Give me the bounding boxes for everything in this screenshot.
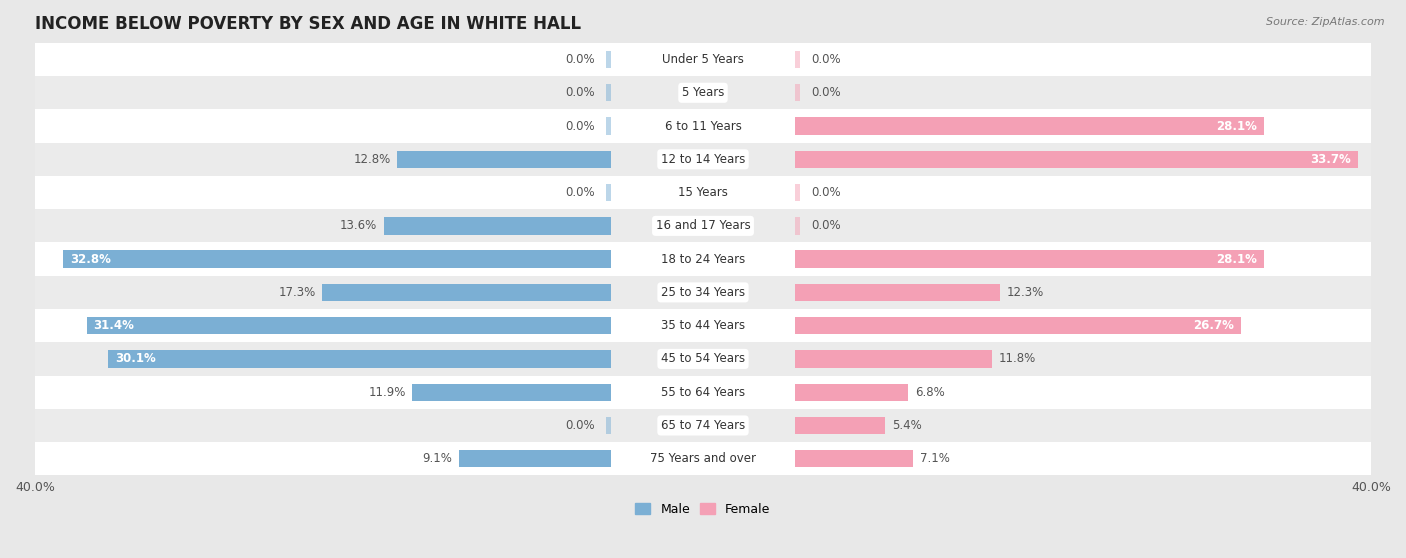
Bar [794, 317, 1240, 334]
Bar [606, 417, 612, 434]
Text: 11.8%: 11.8% [998, 353, 1036, 365]
Text: 0.0%: 0.0% [565, 186, 595, 199]
Text: 0.0%: 0.0% [811, 53, 841, 66]
Bar [794, 350, 993, 368]
Text: 12 to 14 Years: 12 to 14 Years [661, 153, 745, 166]
Text: 75 Years and over: 75 Years and over [650, 452, 756, 465]
Text: 28.1%: 28.1% [1216, 253, 1257, 266]
Bar [606, 51, 612, 68]
Text: 18 to 24 Years: 18 to 24 Years [661, 253, 745, 266]
Bar [794, 51, 800, 68]
Bar [412, 383, 612, 401]
Bar [35, 209, 1371, 243]
Text: 16 and 17 Years: 16 and 17 Years [655, 219, 751, 232]
Text: 7.1%: 7.1% [920, 452, 950, 465]
Text: 12.8%: 12.8% [353, 153, 391, 166]
Text: 0.0%: 0.0% [565, 119, 595, 133]
Bar [794, 251, 1264, 268]
Text: 25 to 34 Years: 25 to 34 Years [661, 286, 745, 299]
Bar [384, 217, 612, 234]
Bar [35, 276, 1371, 309]
Text: 15 Years: 15 Years [678, 186, 728, 199]
Text: 9.1%: 9.1% [423, 452, 453, 465]
Bar [794, 184, 800, 201]
Bar [63, 251, 612, 268]
Bar [794, 450, 914, 468]
Text: 11.9%: 11.9% [368, 386, 406, 399]
Text: Under 5 Years: Under 5 Years [662, 53, 744, 66]
Bar [794, 117, 1264, 134]
Legend: Male, Female: Male, Female [630, 498, 776, 521]
Bar [35, 243, 1371, 276]
Bar [606, 84, 612, 102]
Bar [35, 376, 1371, 409]
Text: 31.4%: 31.4% [93, 319, 134, 332]
Bar [794, 217, 800, 234]
Text: 12.3%: 12.3% [1007, 286, 1045, 299]
Bar [35, 76, 1371, 109]
Bar [35, 109, 1371, 143]
Text: 55 to 64 Years: 55 to 64 Years [661, 386, 745, 399]
Text: 0.0%: 0.0% [565, 53, 595, 66]
Bar [794, 383, 908, 401]
Text: 5 Years: 5 Years [682, 86, 724, 99]
Bar [398, 151, 612, 168]
Text: INCOME BELOW POVERTY BY SEX AND AGE IN WHITE HALL: INCOME BELOW POVERTY BY SEX AND AGE IN W… [35, 15, 581, 33]
Text: 13.6%: 13.6% [340, 219, 377, 232]
Text: 33.7%: 33.7% [1310, 153, 1351, 166]
Text: 17.3%: 17.3% [278, 286, 315, 299]
Text: 0.0%: 0.0% [811, 186, 841, 199]
Bar [606, 117, 612, 134]
Bar [35, 309, 1371, 342]
Text: 32.8%: 32.8% [70, 253, 111, 266]
Bar [35, 176, 1371, 209]
Text: Source: ZipAtlas.com: Source: ZipAtlas.com [1267, 17, 1385, 27]
Bar [606, 184, 612, 201]
Text: 0.0%: 0.0% [811, 86, 841, 99]
Bar [87, 317, 612, 334]
Bar [35, 409, 1371, 442]
Text: 26.7%: 26.7% [1194, 319, 1234, 332]
Text: 65 to 74 Years: 65 to 74 Years [661, 419, 745, 432]
Bar [794, 417, 884, 434]
Text: 45 to 54 Years: 45 to 54 Years [661, 353, 745, 365]
Bar [35, 143, 1371, 176]
Text: 6.8%: 6.8% [915, 386, 945, 399]
Text: 6 to 11 Years: 6 to 11 Years [665, 119, 741, 133]
Text: 5.4%: 5.4% [891, 419, 921, 432]
Bar [35, 442, 1371, 475]
Bar [108, 350, 612, 368]
Bar [322, 284, 612, 301]
Text: 28.1%: 28.1% [1216, 119, 1257, 133]
Bar [460, 450, 612, 468]
Text: 0.0%: 0.0% [565, 86, 595, 99]
Bar [35, 43, 1371, 76]
Bar [35, 342, 1371, 376]
Text: 30.1%: 30.1% [115, 353, 156, 365]
Bar [794, 284, 1000, 301]
Text: 0.0%: 0.0% [811, 219, 841, 232]
Bar [794, 84, 800, 102]
Text: 0.0%: 0.0% [565, 419, 595, 432]
Bar [794, 151, 1358, 168]
Text: 35 to 44 Years: 35 to 44 Years [661, 319, 745, 332]
